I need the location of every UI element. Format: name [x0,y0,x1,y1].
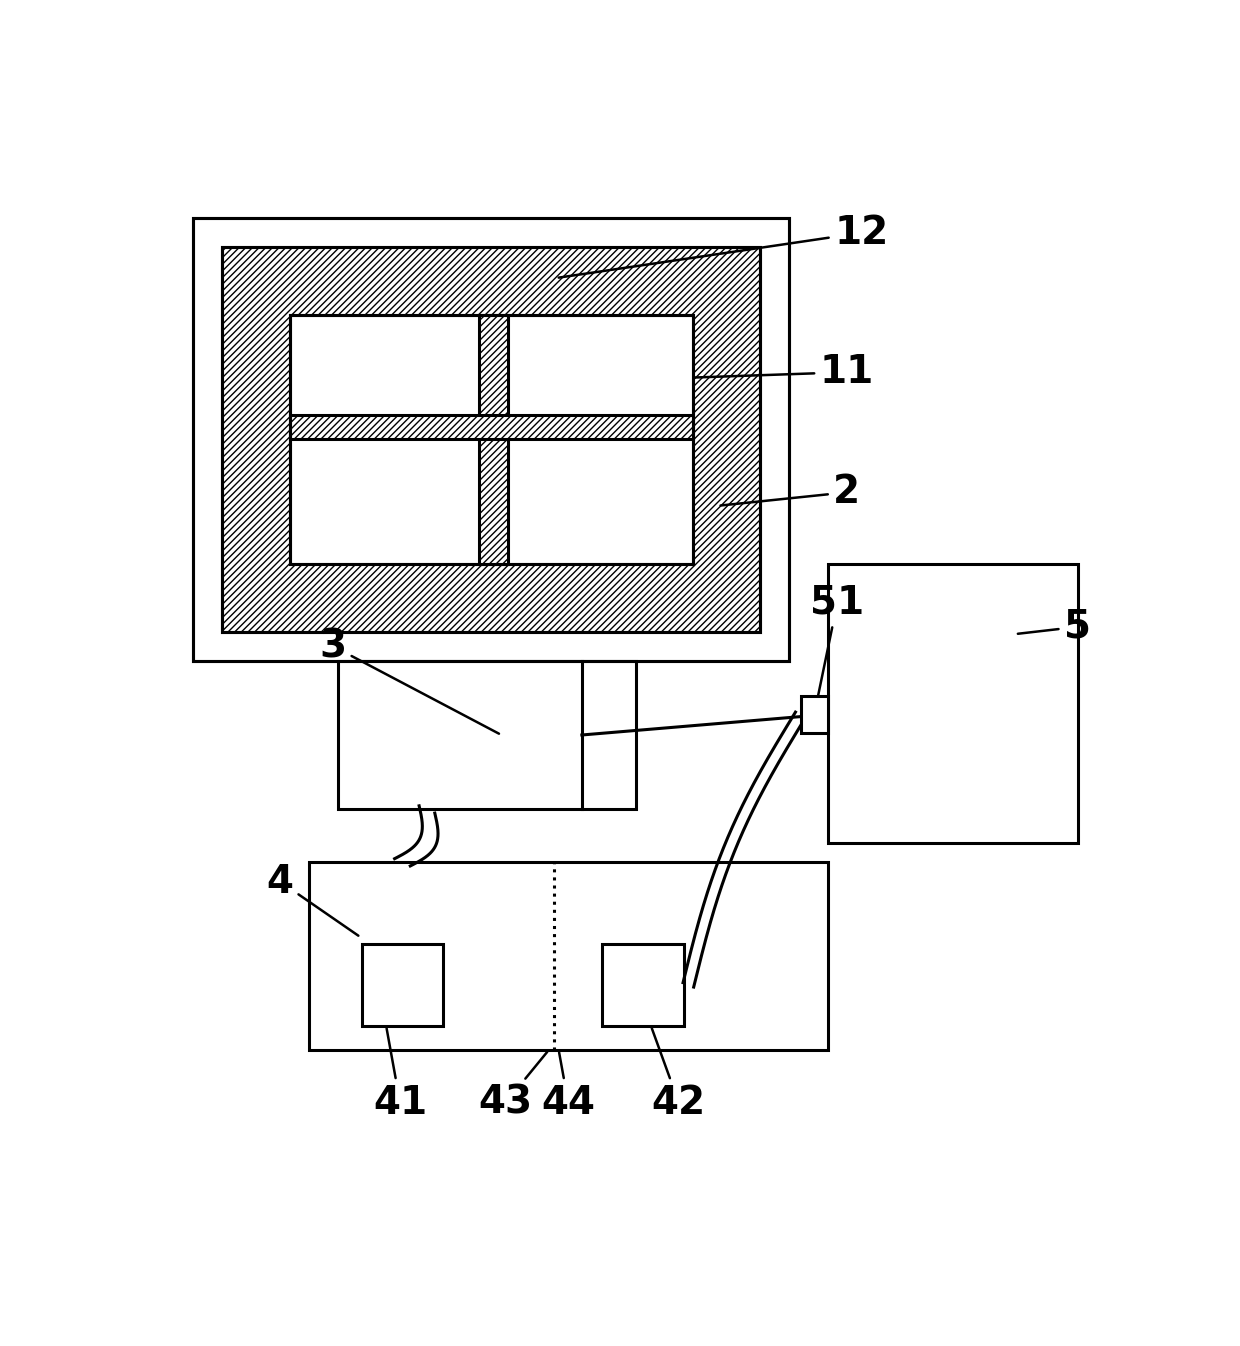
Bar [193,218,789,661]
Bar [601,944,683,1026]
Text: 2: 2 [720,474,861,511]
Text: 5: 5 [1018,608,1091,646]
Text: 3: 3 [319,627,498,734]
Text: 42: 42 [652,1028,706,1121]
Bar [309,863,828,1050]
Bar [222,248,760,631]
Text: 41: 41 [373,1028,427,1121]
Bar [337,661,635,809]
Text: 43: 43 [479,1051,547,1121]
Bar [801,696,828,732]
Bar [193,218,789,661]
Text: 44: 44 [541,1053,595,1121]
Text: 12: 12 [559,214,888,277]
Bar [290,315,693,564]
Text: 51: 51 [810,584,864,712]
Text: 11: 11 [496,353,874,392]
Bar [290,315,693,564]
Bar [290,416,693,440]
Bar [222,248,760,631]
Bar [479,315,508,564]
Bar [828,564,1078,843]
Bar [362,944,444,1026]
Text: 4: 4 [267,863,358,935]
